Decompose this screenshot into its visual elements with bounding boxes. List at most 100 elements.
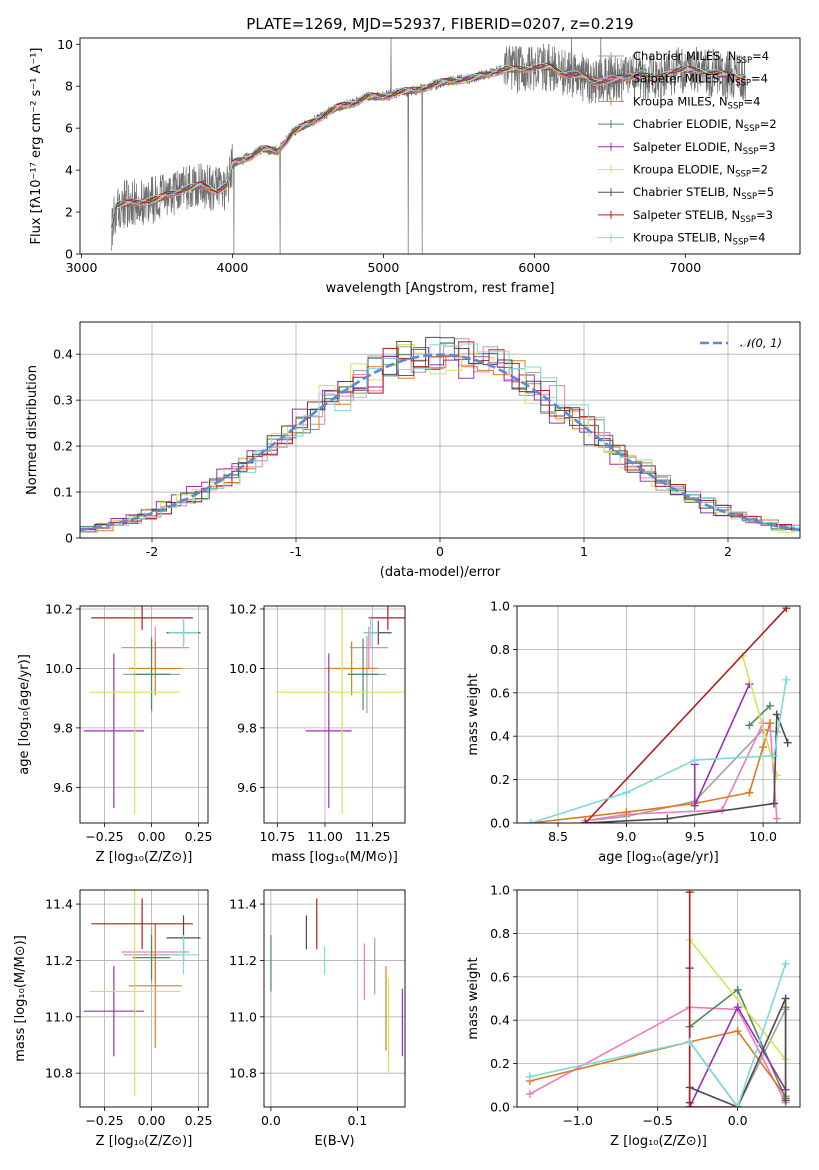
x-tick-label: 0.1 bbox=[347, 1113, 367, 1128]
figure-title: PLATE=1269, MJD=52937, FIBERID=0207, z=0… bbox=[246, 15, 633, 33]
series-marker bbox=[772, 710, 781, 719]
y-tick-label: 1.0 bbox=[490, 599, 510, 614]
legend-name: Chabrier STELIB, N bbox=[633, 185, 741, 199]
errorbar-point-2 bbox=[128, 923, 182, 1048]
legend-count: =2 bbox=[751, 163, 768, 177]
panel-residuals: -2 -1 0 1 2 0 0.1 0.2 0.3 0.4 (data-model)/error No… bbox=[25, 321, 801, 580]
axes-frame bbox=[79, 605, 209, 824]
legend-name: Salpeter ELODIE, N bbox=[633, 140, 743, 154]
y-tick-label: 0.8 bbox=[490, 926, 510, 941]
x-tick-label: −1.0 bbox=[563, 1113, 593, 1128]
errorbars bbox=[275, 606, 405, 815]
legend-label-3: Chabrier ELODIE, NSSP=2 bbox=[633, 117, 777, 134]
legend-subscript: SSP bbox=[744, 124, 760, 134]
plot-area bbox=[264, 890, 405, 1107]
y-tick-label: 0.2 bbox=[490, 1056, 510, 1071]
y-tick-label: 0.8 bbox=[490, 642, 510, 657]
legend-count: =5 bbox=[757, 185, 774, 199]
series-marker bbox=[759, 743, 768, 752]
x-axis-label: mass [log₁₀(M/M⊙)] bbox=[271, 850, 398, 865]
panel-weight-vs-Z: −1.0 −0.5 0.0 0.0 0.2 0.4 0.6 0.8 1.0 Z [log₁₀(Z/… bbox=[466, 883, 801, 1149]
legend-label-1: Salpeter MILES, NSSP=4 bbox=[633, 72, 768, 89]
errorbar-point-5 bbox=[89, 890, 180, 1096]
series-marker bbox=[783, 738, 792, 747]
errorbar-point-5 bbox=[89, 606, 180, 815]
x-tick-label: 1 bbox=[580, 544, 588, 559]
x-tick-label: 11.00 bbox=[307, 829, 343, 844]
errorbar-point-3 bbox=[347, 638, 379, 711]
series-marker bbox=[526, 819, 535, 823]
grid-lines bbox=[264, 606, 405, 823]
y-axis-label: age [log₁₀(age/yr)] bbox=[17, 654, 32, 775]
y-tick-label: 10.0 bbox=[45, 661, 73, 676]
series-marker bbox=[781, 994, 790, 1003]
y-tick-label: 0 bbox=[65, 531, 73, 546]
errorbar-point-8 bbox=[363, 617, 379, 648]
x-axis-label: wavelength [Angstrom, rest frame] bbox=[326, 281, 555, 296]
series-marker bbox=[525, 1089, 534, 1098]
errorbar-point-2 bbox=[128, 641, 182, 696]
axes-frame bbox=[516, 889, 801, 1108]
y-tick-label: 11.2 bbox=[229, 953, 257, 968]
y-axis-label: mass weight bbox=[466, 673, 481, 755]
y-tick-label: 0.0 bbox=[490, 1100, 510, 1115]
legend-count: =2 bbox=[760, 117, 777, 131]
model-spectrum-6 bbox=[111, 63, 746, 229]
y-tick-label: 9.6 bbox=[53, 780, 73, 795]
grid-lines bbox=[80, 890, 208, 1107]
y-tick-label: 10.8 bbox=[229, 1066, 257, 1081]
legend-count: =4 bbox=[748, 231, 765, 245]
legend-subscript: SSP bbox=[735, 170, 751, 180]
x-tick-label: 10.75 bbox=[259, 829, 295, 844]
y-tick-label: 0.6 bbox=[490, 969, 510, 984]
legend-label-7: Salpeter STELIB, NSSP=3 bbox=[633, 208, 773, 225]
legend-label-8: Kroupa STELIB, NSSP=4 bbox=[633, 231, 765, 248]
y-tick-label: 0.6 bbox=[490, 685, 510, 700]
x-tick-label: 5000 bbox=[367, 260, 399, 275]
x-tick-label: −0.25 bbox=[85, 829, 123, 844]
legend-count: =3 bbox=[756, 208, 773, 222]
y-tick-label: 0.3 bbox=[53, 393, 73, 408]
legend-label: 𝒩(0, 1) bbox=[740, 336, 782, 350]
errorbar-point-7 bbox=[91, 606, 193, 630]
errorbar-point-3 bbox=[132, 935, 171, 981]
legend-label-5: Kroupa ELODIE, NSSP=2 bbox=[633, 163, 768, 180]
series-marker bbox=[525, 1072, 534, 1081]
panel-age-vs-Z: −0.25 0.00 0.25 9.6 9.8 10.0 10.2 Z [log₁₀(Z/Z⊙… bbox=[17, 601, 213, 865]
x-axis-label: Z [log₁₀(Z/Z⊙)] bbox=[610, 1134, 707, 1149]
axes-frame bbox=[516, 605, 801, 824]
x-tick-label: −0.25 bbox=[85, 1113, 123, 1128]
legend-name: Kroupa ELODIE, N bbox=[633, 163, 735, 177]
errorbar-point-3 bbox=[132, 638, 171, 711]
series-8 bbox=[525, 959, 790, 1107]
x-axis-label: E(B-V) bbox=[314, 1134, 354, 1149]
series-7 bbox=[581, 606, 791, 823]
series-marker bbox=[745, 788, 754, 797]
x-tick-label: 6000 bbox=[518, 260, 550, 275]
legend-subscript: SSP bbox=[735, 79, 751, 89]
legend-subscript: SSP bbox=[733, 238, 749, 248]
y-tick-label: 0.4 bbox=[490, 1013, 510, 1028]
x-tick-label: 0.0 bbox=[728, 1113, 748, 1128]
legend-name: Kroupa STELIB, N bbox=[633, 231, 733, 245]
grid-lines bbox=[264, 890, 405, 1107]
errorbar-point-4 bbox=[83, 653, 144, 809]
weight-lines bbox=[525, 890, 790, 1107]
legend-subscript: SSP bbox=[743, 147, 759, 157]
legend-count: =4 bbox=[752, 49, 769, 63]
legend-name: Salpeter STELIB, N bbox=[633, 208, 740, 222]
axes-frame bbox=[79, 321, 801, 539]
series-marker bbox=[690, 801, 699, 810]
y-tick-label: 11.4 bbox=[229, 897, 257, 912]
series-marker bbox=[733, 1103, 742, 1107]
axes-frame bbox=[79, 889, 209, 1108]
histogram-lines bbox=[80, 336, 800, 533]
series-marker bbox=[581, 819, 590, 823]
series-line bbox=[529, 963, 787, 1107]
series-marker bbox=[781, 1096, 790, 1105]
model-spectrum-8 bbox=[111, 62, 746, 225]
legend-count: =4 bbox=[743, 94, 760, 108]
series-marker bbox=[765, 719, 774, 728]
